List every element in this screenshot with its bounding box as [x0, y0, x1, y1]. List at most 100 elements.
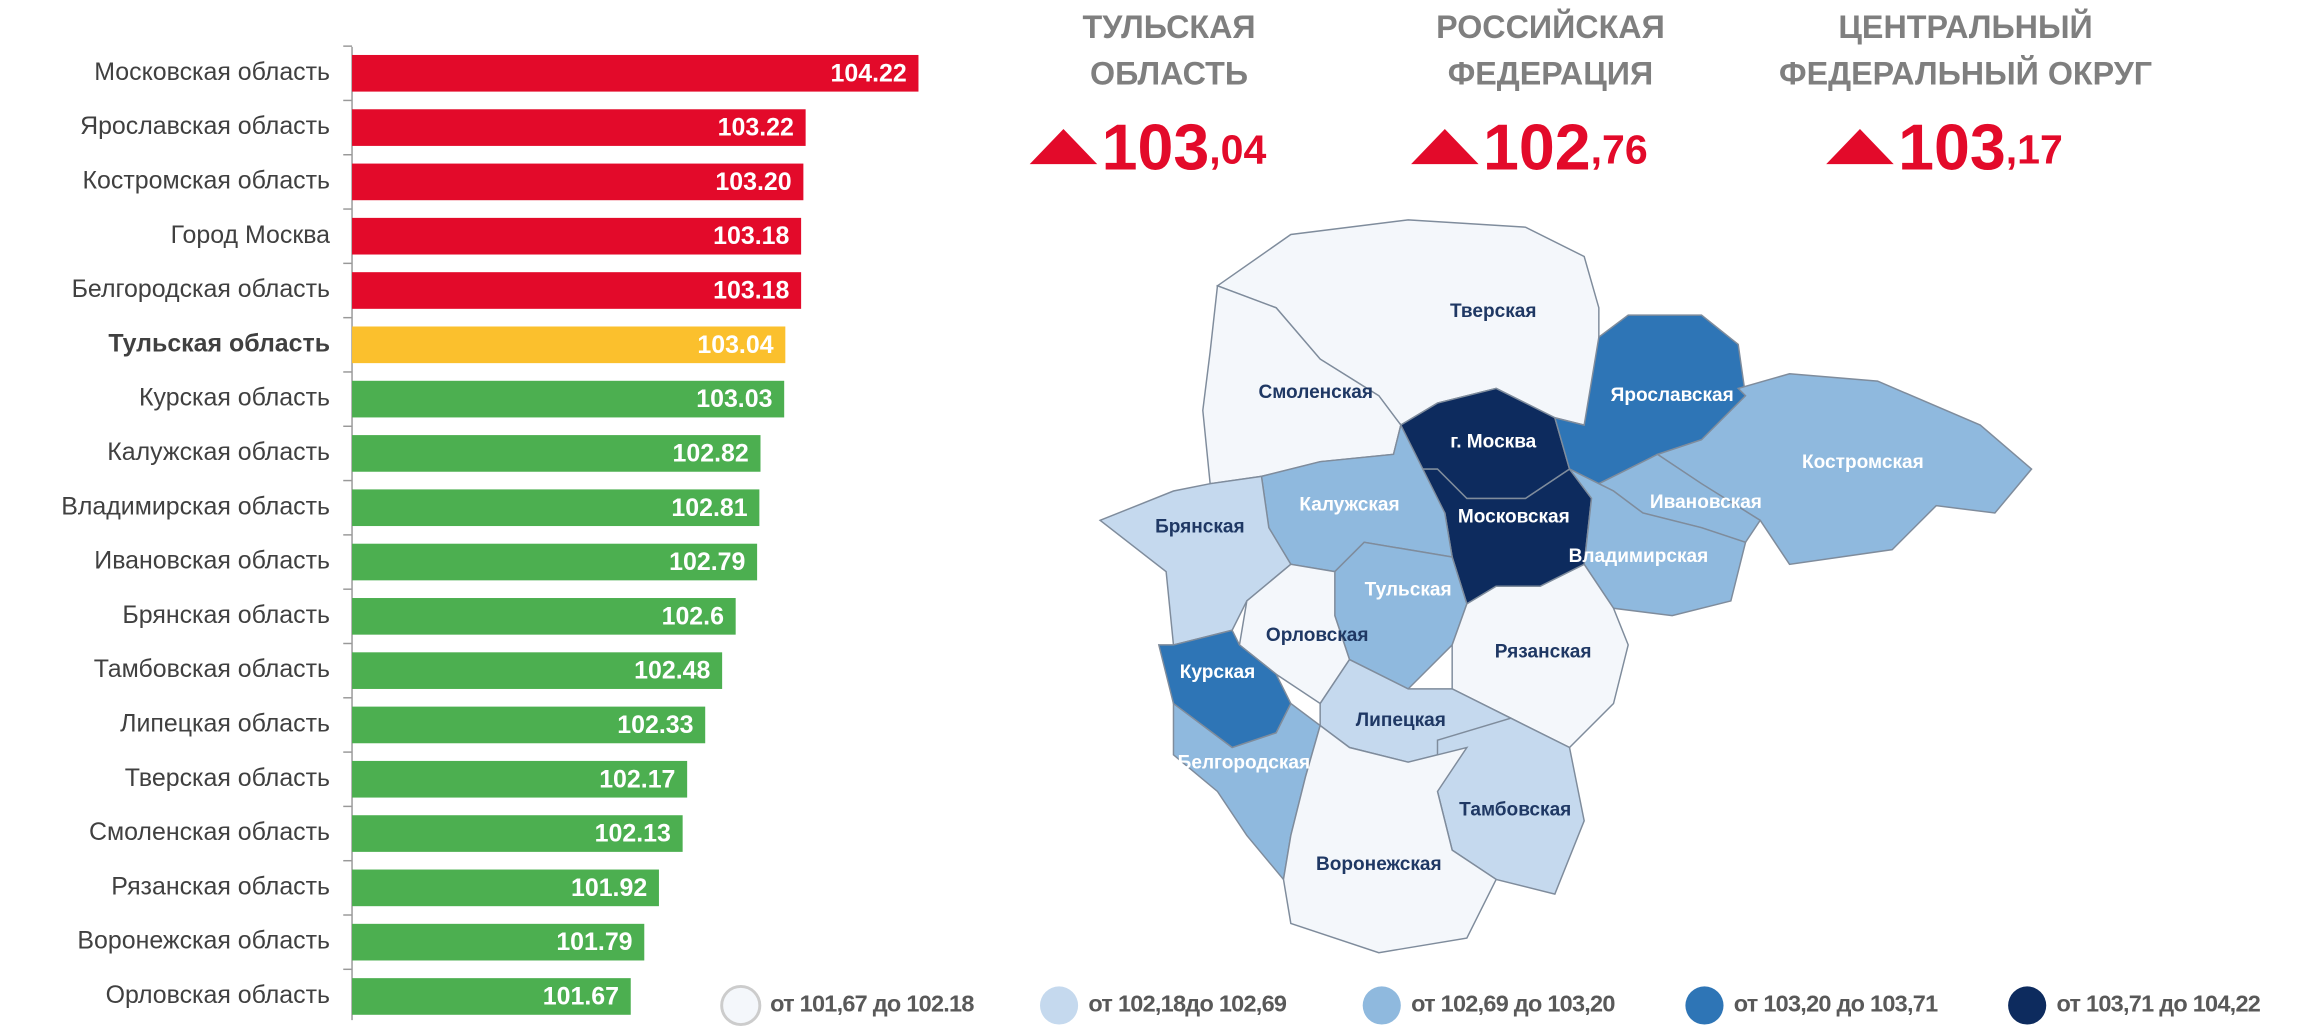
bar	[352, 652, 723, 689]
value-label: 103.18	[713, 277, 789, 305]
region-label: Калужская	[1299, 495, 1399, 516]
region-label: Костромская	[1802, 452, 1924, 473]
value-label: 102.17	[599, 765, 675, 793]
category-label: Ярославская область	[80, 112, 330, 140]
category-label: Воронежская область	[77, 927, 330, 955]
category-label: Ивановская область	[94, 547, 330, 575]
bar	[352, 869, 659, 907]
category-label: Владимирская область	[61, 492, 330, 520]
indicator-decimals: ,04	[1209, 126, 1266, 172]
map-region	[1568, 468, 1747, 617]
indicator-int: 103	[1102, 111, 1210, 183]
indicator-title: ТУЛЬСКАЯ	[1083, 9, 1256, 45]
category-label: Липецкая область	[120, 710, 330, 738]
bar	[352, 326, 786, 364]
value-label: 103.03	[696, 385, 772, 413]
region-label: Рязанская	[1495, 641, 1592, 662]
indicator-int: 103	[1898, 111, 2006, 183]
bar	[352, 217, 802, 255]
bar	[352, 706, 706, 744]
value-label: 102.81	[671, 494, 747, 522]
legend-label: от 101,67 до 102.18	[770, 991, 974, 1017]
legend-swatch	[1685, 986, 1724, 1025]
legend-label: от 102,18до 102,69	[1088, 991, 1287, 1017]
category-label: Тверская область	[125, 764, 330, 792]
bar	[352, 543, 758, 581]
region-label: Липецкая	[1356, 710, 1446, 731]
indicator-decimals: ,76	[1591, 126, 1648, 172]
region-label: Орловская	[1266, 625, 1369, 646]
region-label: Ивановская	[1650, 492, 1762, 513]
region-label: Брянская	[1155, 517, 1245, 538]
value-label: 102.6	[662, 602, 724, 630]
category-label: Орловская область	[106, 981, 330, 1009]
category-label: Курская область	[139, 384, 330, 412]
region-label: Смоленская	[1258, 382, 1373, 403]
value-label: 103.18	[713, 222, 789, 250]
indicator-value: 103,04	[1102, 111, 1267, 183]
value-label: 102.33	[617, 711, 693, 739]
up-arrow	[1826, 128, 1894, 165]
bar	[352, 489, 760, 527]
region-label: Московская	[1458, 506, 1570, 527]
map-region	[1655, 373, 2033, 566]
value-label: 102.82	[673, 439, 749, 467]
bar	[352, 380, 785, 418]
region-label: Владимирская	[1569, 546, 1709, 567]
value-label: 103.04	[697, 331, 773, 359]
category-label: Калужская область	[107, 438, 330, 466]
region-label: Белгородская	[1178, 753, 1310, 774]
indicator-title: РОССИЙСКАЯ	[1436, 9, 1665, 45]
legend-swatch	[1039, 986, 1079, 1025]
category-label: Костромская область	[83, 166, 331, 194]
legend-label: от 103,20 до 103,71	[1734, 991, 1938, 1017]
region-label: Ярославская	[1611, 385, 1734, 406]
value-label: 103.22	[718, 114, 794, 142]
value-label: 102.13	[595, 820, 671, 848]
category-label: Московская область	[94, 58, 330, 86]
value-label: 102.79	[669, 548, 745, 576]
indicator-title: ФЕДЕРАЛЬНЫЙ ОКРУГ	[1779, 56, 2152, 92]
indicator-title: ОБЛАСТЬ	[1090, 56, 1248, 92]
legend-swatch	[1362, 986, 1401, 1025]
category-label: Рязанская область	[111, 872, 330, 900]
bar	[352, 109, 806, 146]
indicator-value: 102,76	[1483, 111, 1648, 183]
bar	[352, 978, 631, 1015]
region-label: Тульская	[1365, 580, 1452, 601]
legend-swatch	[720, 984, 762, 1026]
value-label: 103.20	[715, 168, 791, 196]
region-label: Воронежская	[1316, 854, 1442, 875]
indicator-decimals: ,17	[2006, 126, 2063, 172]
map-region	[1282, 724, 1498, 954]
bar	[352, 435, 761, 472]
region-label: г. Москва	[1450, 432, 1536, 453]
value-label: 101.92	[571, 874, 647, 902]
bar	[352, 54, 919, 92]
bar	[352, 598, 736, 635]
region-label: Курская	[1180, 662, 1255, 683]
map-region	[1451, 563, 1629, 749]
value-label: 104.22	[831, 59, 907, 87]
indicator-title: ФЕДЕРАЦИЯ	[1448, 56, 1653, 92]
indicator-value: 103,17	[1898, 111, 2063, 183]
bar	[352, 923, 645, 961]
legend-swatch	[2008, 986, 2047, 1025]
region-label: Тверская	[1450, 301, 1536, 322]
indicator-title: ЦЕНТРАЛЬНЫЙ	[1838, 9, 2092, 45]
category-label: Смоленская область	[89, 818, 330, 846]
bar	[352, 815, 683, 852]
up-arrow	[1029, 128, 1098, 165]
category-label: Город Москва	[171, 221, 331, 249]
category-label: Белгородская область	[72, 275, 330, 303]
value-label: 101.79	[556, 928, 632, 956]
category-label: Тульская область	[108, 329, 330, 357]
category-label: Брянская область	[122, 601, 330, 629]
category-label: Тамбовская область	[94, 655, 330, 683]
bar	[352, 760, 688, 798]
bar	[352, 272, 802, 309]
bar	[352, 163, 804, 201]
legend-label: от 103,71 до 104,22	[2057, 991, 2261, 1017]
